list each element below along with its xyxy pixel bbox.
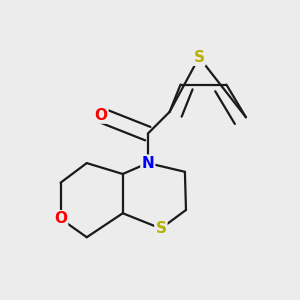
Text: S: S [155, 221, 167, 236]
Text: S: S [194, 50, 205, 65]
Text: N: N [141, 156, 154, 171]
Text: O: O [94, 108, 107, 123]
Text: O: O [54, 211, 67, 226]
